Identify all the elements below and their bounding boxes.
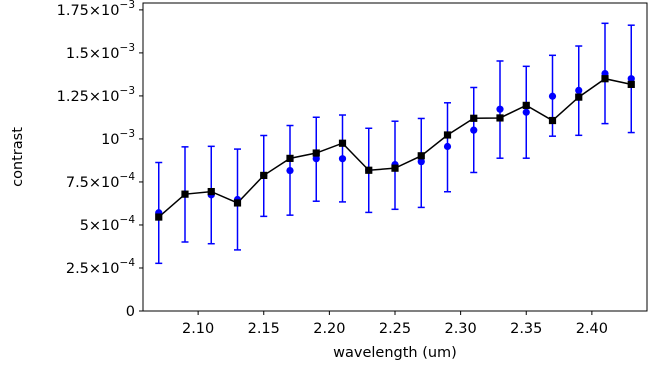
x-tick-label: 2.30 bbox=[444, 321, 476, 337]
x-tick-label: 2.35 bbox=[510, 321, 542, 337]
y-tick-label: 1.75×10−3 bbox=[57, 0, 135, 19]
data-point-square bbox=[365, 166, 373, 174]
y-tick-label: 10−3 bbox=[101, 128, 135, 148]
y-tick-mantissa: 2.5×10 bbox=[66, 261, 120, 277]
y-tick-mantissa: 1.5×10 bbox=[66, 46, 120, 62]
x-tick-label: 2.25 bbox=[379, 321, 411, 337]
data-point-square bbox=[391, 164, 399, 172]
data-point-circle bbox=[470, 126, 478, 134]
data-point-square bbox=[207, 187, 215, 196]
y-tick-mantissa: 1.25×10 bbox=[57, 89, 120, 105]
data-point-square bbox=[627, 80, 635, 88]
data-point-square bbox=[233, 199, 242, 207]
data-point-square bbox=[496, 114, 504, 122]
y-tick-exponent: −3 bbox=[120, 85, 135, 97]
y-tick-label: 1.25×10−3 bbox=[57, 85, 135, 105]
y-tick-label: 7.5×10−4 bbox=[66, 171, 135, 191]
y-tick-exponent: −3 bbox=[120, 0, 135, 11]
x-tick-label: 2.15 bbox=[248, 321, 280, 337]
y-tick-exponent: −4 bbox=[120, 214, 136, 226]
data-point-square bbox=[260, 171, 268, 180]
y-tick-mantissa: 5×10 bbox=[80, 218, 120, 234]
y-tick-mantissa: 10 bbox=[101, 132, 119, 148]
y-tick-exponent: −4 bbox=[120, 171, 136, 183]
data-point-circle bbox=[312, 155, 320, 163]
x-axis-label: wavelength (um) bbox=[333, 345, 457, 361]
y-tick-mantissa: 0 bbox=[126, 304, 135, 320]
data-point-square bbox=[155, 213, 163, 221]
data-point-square bbox=[522, 101, 530, 109]
data-point-circle bbox=[338, 155, 347, 163]
data-point-square bbox=[443, 131, 452, 139]
data-point-circle bbox=[496, 105, 504, 113]
y-tick-label: 5×10−4 bbox=[80, 214, 136, 234]
y-tick-exponent: −4 bbox=[120, 257, 136, 269]
y-tick-mantissa: 1.75×10 bbox=[57, 3, 120, 19]
y-tick-label: 1.5×10−3 bbox=[66, 42, 135, 62]
data-point-square bbox=[601, 75, 609, 83]
data-point-square bbox=[575, 93, 583, 101]
data-point-circle bbox=[522, 108, 530, 116]
y-tick-label: 0 bbox=[126, 304, 135, 320]
x-tick-label: 2.40 bbox=[576, 321, 608, 337]
data-point-square bbox=[181, 190, 189, 198]
plot-marks bbox=[155, 22, 635, 265]
data-point-square bbox=[286, 154, 294, 162]
data-point-square bbox=[417, 152, 425, 160]
data-point-square bbox=[548, 116, 557, 125]
y-tick-mantissa: 7.5×10 bbox=[66, 175, 120, 191]
x-tick-label: 2.10 bbox=[182, 321, 214, 337]
data-point-circle bbox=[627, 75, 635, 83]
data-point-square bbox=[338, 139, 347, 147]
y-tick-exponent: −3 bbox=[120, 42, 135, 54]
data-point-circle bbox=[575, 86, 583, 95]
data-point-circle bbox=[417, 158, 425, 166]
data-point-circle bbox=[286, 166, 294, 175]
data-point-square bbox=[312, 149, 320, 157]
data-point-circle bbox=[443, 142, 452, 151]
y-tick-label: 2.5×10−4 bbox=[66, 257, 135, 277]
y-tick-exponent: −3 bbox=[120, 128, 135, 140]
data-point-square bbox=[470, 114, 478, 122]
y-axis-label: contrast bbox=[10, 127, 26, 187]
x-tick-label: 2.20 bbox=[313, 321, 345, 337]
data-point-circle bbox=[548, 92, 557, 100]
axis-ticks: 2.10 2.15 2.20 2.25 2.30 2.35 2.4002.5×10−45×1… bbox=[57, 0, 608, 337]
